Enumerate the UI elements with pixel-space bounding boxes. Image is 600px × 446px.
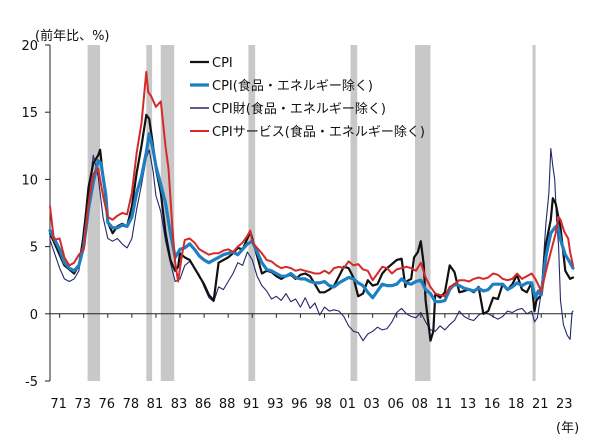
y-axis: -5 0 5 10 15 20 <box>21 39 50 390</box>
x-tick-label: 23 <box>556 397 573 412</box>
recession-band-1 <box>146 45 153 381</box>
x-tick-label: 98 <box>315 397 332 412</box>
recession-band-3 <box>248 45 256 381</box>
recession-band-4 <box>350 45 358 381</box>
x-tick-label: 96 <box>291 397 308 412</box>
x-tick-label: 86 <box>195 397 212 412</box>
y-tick-label: 20 <box>21 39 38 54</box>
legend: CPI CPI(食品・エネルギー除く) CPI財(食品・エネルギー除く) CPIサービ… <box>190 56 425 140</box>
x-axis: 71 73 76 78 81 83 86 88 91 93 96 98 01 03 06 08 11 13 16 18… <box>50 313 573 412</box>
x-tick-label: 21 <box>532 397 549 412</box>
y-unit-label: (前年比、%) <box>35 28 110 44</box>
x-tick-label: 93 <box>267 397 284 412</box>
series-line-1 <box>48 132 575 304</box>
legend-label-1: CPI(食品・エネルギー除く) <box>212 78 373 94</box>
x-tick-label: 88 <box>219 397 236 412</box>
x-unit-label: (年) <box>556 421 579 436</box>
x-tick-label: 18 <box>508 397 525 412</box>
x-tick-label: 08 <box>412 397 429 412</box>
x-tick-label: 81 <box>147 397 164 412</box>
recession-band-6 <box>532 45 536 381</box>
series-line-3 <box>49 70 574 298</box>
y-tick-label: 0 <box>30 308 38 323</box>
series-lines <box>48 70 575 342</box>
x-tick-label: 13 <box>460 397 477 412</box>
x-tick-label: 76 <box>99 397 116 412</box>
x-tick-label: 83 <box>171 397 188 412</box>
series-line-0 <box>48 113 575 342</box>
x-tick-label: 01 <box>339 397 356 412</box>
recession-bands <box>87 45 536 381</box>
x-tick-label: 78 <box>123 397 140 412</box>
legend-label-3: CPIサービス(食品・エネルギー除く) <box>212 124 425 140</box>
x-tick-label: 16 <box>484 397 501 412</box>
series-line-2 <box>49 147 574 342</box>
x-tick-label: 73 <box>74 397 91 412</box>
recession-band-0 <box>87 45 101 381</box>
y-tick-label: 10 <box>21 173 38 188</box>
x-tick-label: 11 <box>436 397 453 412</box>
x-tick-label: 71 <box>50 397 67 412</box>
recession-band-5 <box>415 45 431 381</box>
y-tick-label: 15 <box>21 106 38 121</box>
x-tick-label: 91 <box>243 397 260 412</box>
legend-label-2: CPI財(食品・エネルギー除く) <box>212 101 386 117</box>
legend-label-0: CPI <box>212 56 233 71</box>
y-tick-label: 5 <box>30 241 38 256</box>
x-tick-label: 06 <box>387 397 404 412</box>
x-tick-label: 03 <box>363 397 380 412</box>
y-tick-label: -5 <box>25 375 38 390</box>
